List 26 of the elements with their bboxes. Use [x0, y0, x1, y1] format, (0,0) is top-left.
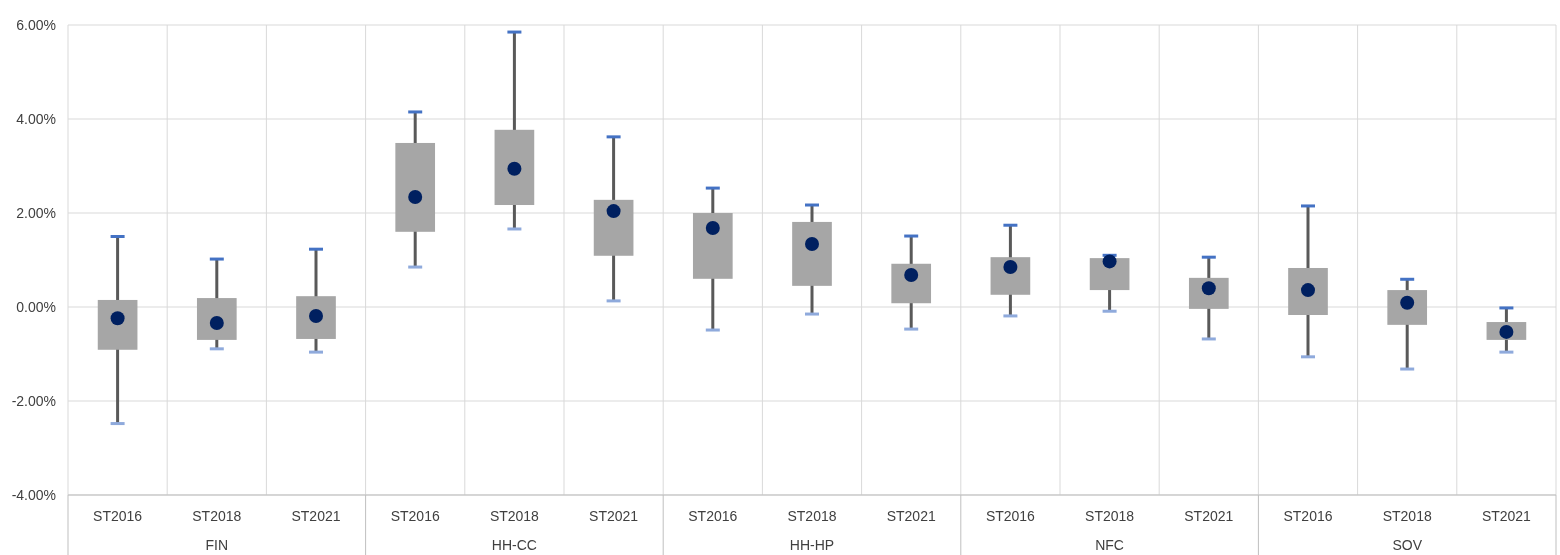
text: NFC — [1095, 537, 1124, 553]
x-tick-label: ST2021 — [886, 508, 936, 524]
x-tick-label: ST2016 — [1283, 508, 1333, 524]
x-tick-label: ST2018 — [1382, 508, 1432, 524]
y-tick-label: 6.00% — [16, 16, 56, 33]
x-tick-label: ST2018 — [787, 508, 837, 524]
text: FIN — [205, 537, 229, 553]
text: HH-CC — [491, 537, 537, 553]
y-tick-label: 2.00% — [16, 204, 56, 221]
x-tick-label: ST2016 — [688, 508, 738, 524]
text: SOV — [1392, 537, 1423, 553]
x-tick-label: ST2021 — [589, 508, 639, 524]
y-tick-label: 0.00% — [16, 298, 56, 315]
x-tick-label: ST2021 — [1481, 508, 1532, 524]
x-tick-label: ST2021 — [291, 508, 341, 524]
x-tick-label: ST2016 — [93, 508, 143, 524]
x-tick-label: ST2018 — [192, 508, 242, 524]
y-tick-label: -4.00% — [11, 486, 56, 503]
x-tick-label: ST2021 — [1184, 508, 1234, 524]
x-tick-label: ST2018 — [1085, 508, 1135, 524]
y-tick-label: 4.00% — [16, 110, 56, 127]
text: HH-HP — [789, 537, 835, 553]
x-tick-label: ST2018 — [489, 508, 540, 524]
y-tick-label: -2.00% — [11, 392, 56, 409]
x-tick-label: ST2016 — [390, 508, 440, 524]
x-tick-label: ST2016 — [985, 508, 1036, 524]
